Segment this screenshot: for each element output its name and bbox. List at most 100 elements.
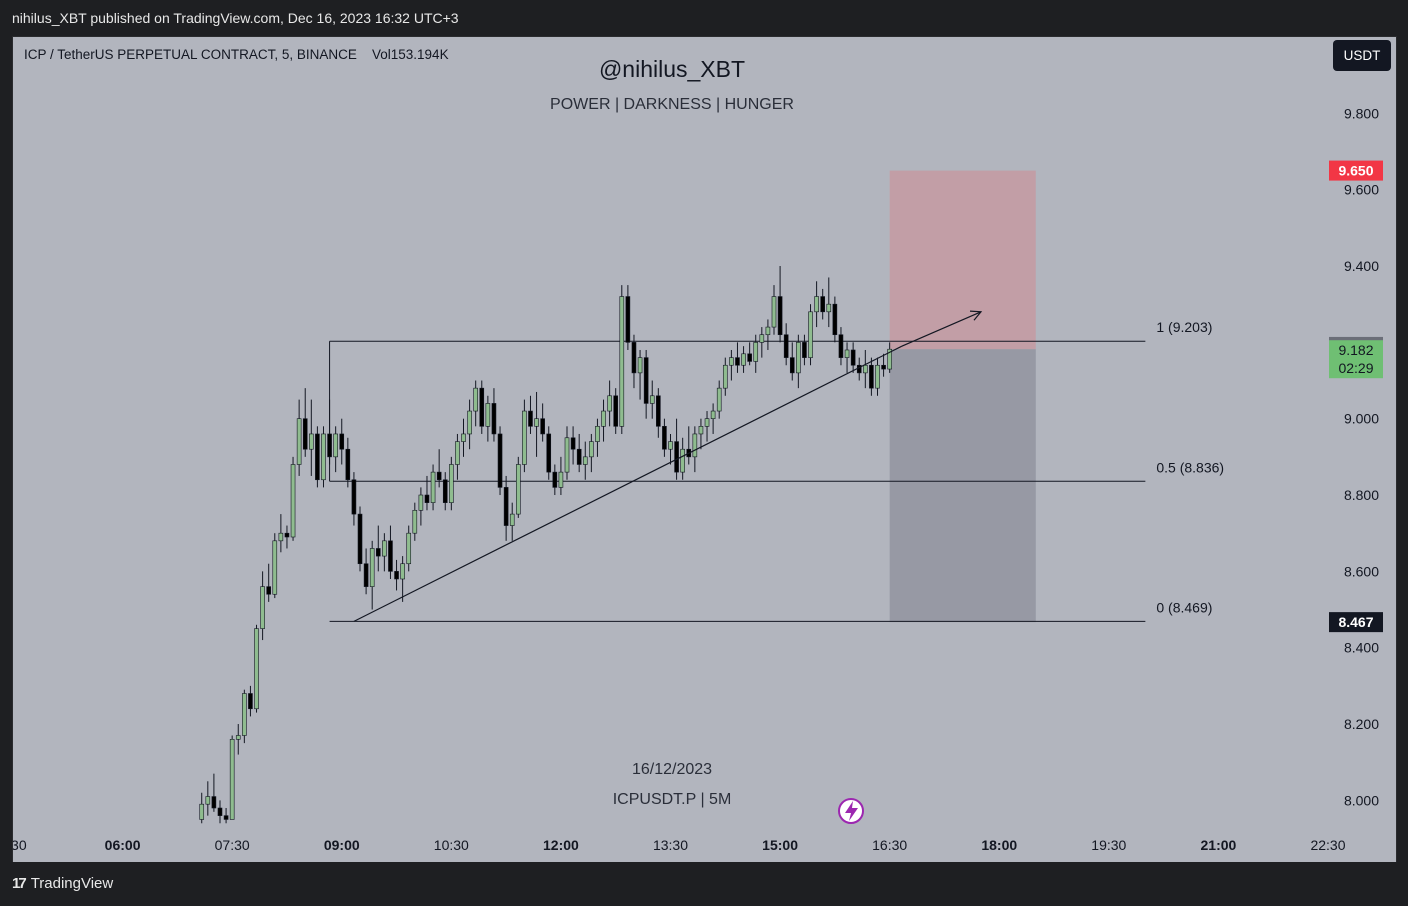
candle <box>254 624 259 713</box>
candle <box>546 426 552 480</box>
candle <box>272 533 278 599</box>
candle <box>242 689 247 744</box>
stop-loss-zone <box>889 170 1036 350</box>
candle <box>309 399 314 476</box>
candle-body-bull <box>698 426 704 435</box>
candle <box>357 506 363 572</box>
candle-body-bull <box>649 395 655 404</box>
candle <box>430 464 436 511</box>
candle <box>296 399 302 476</box>
candle-body-bull <box>710 410 716 419</box>
candle <box>625 285 631 350</box>
candle-body-bear <box>363 563 369 587</box>
candle <box>564 426 570 480</box>
candle-body-bear <box>339 433 345 450</box>
candle-body-bear <box>388 540 393 572</box>
candle <box>278 514 284 553</box>
candle-body-bear <box>869 364 874 389</box>
candle <box>205 781 211 816</box>
price-tick-label: 8.000 <box>1344 792 1379 808</box>
candle-body-bull <box>875 364 880 389</box>
candle <box>656 388 661 438</box>
candle <box>735 342 740 373</box>
candle-body-bull <box>522 410 527 465</box>
candle <box>382 533 387 572</box>
candle-body-bull <box>412 509 418 534</box>
candle <box>777 266 783 343</box>
candle <box>808 304 813 366</box>
candle-body-bull <box>296 418 302 465</box>
price-label-bg <box>1329 612 1383 633</box>
candle <box>826 277 832 328</box>
candle <box>850 342 856 373</box>
price-label-bg <box>1329 160 1383 181</box>
candle <box>315 426 320 488</box>
candle <box>211 773 217 812</box>
time-tick-label: 15:00 <box>762 837 798 853</box>
lightning-icon[interactable] <box>838 798 864 824</box>
tradingview-logo-icon: 17 <box>12 875 27 892</box>
candle <box>674 418 679 480</box>
price-tick-label: 9.000 <box>1344 411 1379 427</box>
candle-body-bear <box>625 296 631 343</box>
candle-body-bull <box>704 418 710 427</box>
candle <box>796 334 801 389</box>
candle-body-bear <box>223 815 229 820</box>
candle <box>729 349 734 381</box>
candle <box>485 395 491 442</box>
candle-body-bull <box>382 540 387 557</box>
candle-body-bull <box>607 395 612 412</box>
candle <box>217 800 223 824</box>
tradingview-logo[interactable]: 17 TradingView <box>12 875 113 892</box>
candle-body-bull <box>637 357 643 374</box>
candle <box>351 472 357 526</box>
candle-body-bull <box>863 364 868 374</box>
candle-body-bull <box>619 296 625 427</box>
fib-level-label: 0 (8.469) <box>1156 599 1212 615</box>
candle-body-bear <box>631 342 637 374</box>
candle-body-bull <box>814 296 819 313</box>
candle-body-bear <box>546 433 552 473</box>
candle <box>260 571 265 641</box>
candle-body-bull <box>205 796 211 805</box>
candle <box>741 346 746 373</box>
currency-label[interactable]: USDT <box>1344 48 1381 63</box>
candle <box>637 349 643 400</box>
candle <box>248 685 253 717</box>
candle-body-bear <box>284 532 290 538</box>
candle-body-bear <box>613 395 619 427</box>
candle <box>668 433 673 465</box>
axes: 9.800 9.600 9.400 9.000 8.800 8.600 8.400 8.200… <box>0 105 1379 853</box>
candle-body-bull <box>260 586 265 629</box>
candle-body-bull <box>278 532 284 542</box>
candle-body-bear <box>528 410 533 427</box>
price-tick-label: 8.600 <box>1344 563 1379 579</box>
chart-area[interactable]: 1 (9.203) 0.5 (8.836) 0 (8.469) 9.800 9.600… <box>0 36 1397 863</box>
arrow-head <box>969 310 983 321</box>
time-tick-label: 19:30 <box>1091 837 1126 853</box>
candle-body-bull <box>406 532 412 565</box>
candle <box>418 487 424 526</box>
candle <box>302 388 308 457</box>
candle <box>284 525 290 549</box>
watermark-title: @nihilus_XBT <box>599 56 745 82</box>
candle <box>747 342 752 366</box>
currency-button[interactable]: USDT <box>1333 40 1391 71</box>
candle-body-bear <box>643 357 649 404</box>
volume-readout: Vol153.194K <box>372 47 449 62</box>
candle <box>375 525 381 572</box>
candle-body-bull <box>430 471 436 503</box>
price-label-text: 8.467 <box>1338 614 1373 630</box>
candle-body-bull <box>753 342 759 362</box>
candle <box>491 388 497 442</box>
watermark-subtitle: POWER | DARKNESS | HUNGER <box>550 96 794 113</box>
candle-body-bull <box>199 803 205 820</box>
candle <box>631 334 637 389</box>
time-tick-label: 12:00 <box>543 837 579 853</box>
candle-body-bull <box>272 540 278 595</box>
candle <box>497 426 503 496</box>
candle-body-bear <box>491 403 497 435</box>
candle <box>820 288 825 320</box>
candlestick-chart[interactable]: 1 (9.203) 0.5 (8.836) 0 (8.469) 9.800 9.600… <box>0 37 1396 862</box>
candle-body-bear <box>820 296 825 313</box>
